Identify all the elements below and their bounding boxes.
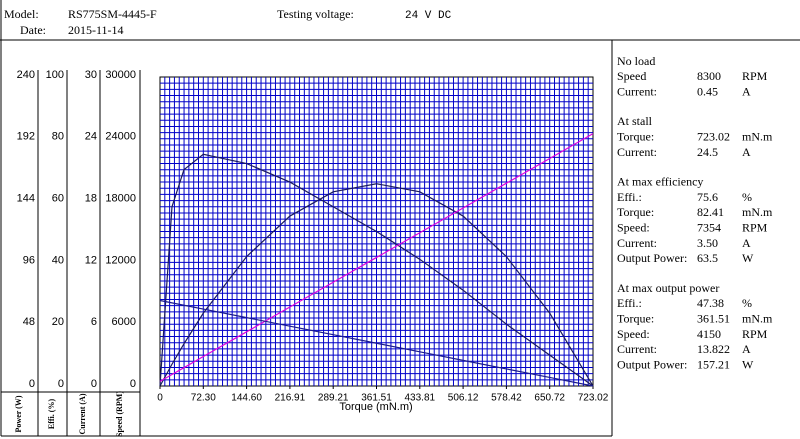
- x-tick-label: 433.81: [405, 393, 436, 404]
- y-tick-label: 30000: [105, 69, 136, 81]
- curve: [159, 183, 594, 387]
- x-tick-label: 72.30: [191, 393, 216, 404]
- spec-label: Speed:: [617, 327, 650, 341]
- spec-label: Current:: [617, 84, 657, 98]
- spec-label: Output Power:: [617, 251, 687, 265]
- spec-value: 157.21: [697, 357, 730, 371]
- y-axis-label: Speed (RPM): [115, 391, 124, 437]
- spec-label: Current:: [617, 342, 657, 356]
- date: 2015-11-14: [68, 23, 124, 37]
- spec-label: Effi.:: [617, 190, 642, 204]
- spec-label: Torque:: [617, 129, 654, 143]
- y-tick-label: 0: [29, 378, 35, 390]
- model: RS775SM-4445-F: [68, 7, 157, 21]
- curve: [159, 133, 594, 382]
- spec-unit: RPM: [742, 220, 768, 234]
- x-tick-label: 578.42: [491, 393, 522, 404]
- model-label: Model:: [4, 7, 39, 21]
- spec-unit: mN.m: [742, 311, 773, 325]
- spec-unit: W: [742, 251, 754, 265]
- x-tick-label: 0: [157, 393, 163, 404]
- x-tick-label: 144.60: [231, 393, 262, 404]
- y-tick-label: 24000: [105, 131, 136, 143]
- spec-value: 82.41: [697, 205, 724, 219]
- spec-unit: %: [742, 190, 752, 204]
- y-tick-label: 48: [23, 316, 35, 328]
- spec-value: 63.5: [697, 251, 718, 265]
- x-tick-label: 289.21: [318, 393, 349, 404]
- spec-label: Current:: [617, 236, 657, 250]
- y-tick-label: 30: [85, 69, 97, 81]
- y-tick-label: 0: [58, 378, 64, 390]
- spec-label: Speed: [617, 69, 646, 83]
- spec-value: 7354: [697, 220, 721, 234]
- x-tick-label: 650.72: [534, 393, 565, 404]
- voltage-label: Testing voltage:: [277, 7, 354, 21]
- y-tick-label: 40: [52, 254, 64, 266]
- x-tick-label: 361.51: [361, 393, 392, 404]
- y-tick-label: 12: [85, 254, 97, 266]
- date-label: Date:: [20, 23, 46, 37]
- spec-label: Torque:: [617, 311, 654, 325]
- x-tick-label: 723.02: [578, 393, 609, 404]
- curve: [159, 153, 594, 387]
- y-tick-label: 240: [17, 69, 35, 81]
- y-tick-label: 192: [17, 131, 35, 143]
- y-tick-label: 60: [52, 193, 64, 205]
- spec-value: 75.6: [697, 190, 718, 204]
- spec-unit: W: [742, 357, 754, 371]
- spec-value: 361.51: [697, 311, 730, 325]
- spec-label: Torque:: [617, 205, 654, 219]
- spec-label: Output Power:: [617, 357, 687, 371]
- spec-label: Current:: [617, 145, 657, 159]
- spec-unit: RPM: [742, 69, 768, 83]
- y-tick-label: 0: [130, 378, 136, 390]
- spec-title: At stall: [617, 114, 653, 128]
- spec-value: 8300: [697, 69, 721, 83]
- x-tick-label: 506.12: [448, 393, 479, 404]
- y-axis-label: Current (A): [78, 393, 87, 434]
- y-tick-label: 80: [52, 131, 64, 143]
- spec-value: 723.02: [697, 129, 730, 143]
- y-tick-label: 6000: [112, 316, 136, 328]
- y-tick-label: 144: [17, 193, 35, 205]
- spec-title: No load: [617, 54, 655, 68]
- voltage: 24 V DC: [405, 10, 452, 22]
- x-tick-label: 216.91: [275, 393, 306, 404]
- y-tick-label: 96: [23, 254, 35, 266]
- y-tick-label: 6: [91, 316, 97, 328]
- spec-label: Effi.:: [617, 296, 642, 310]
- y-tick-label: 18: [85, 193, 97, 205]
- spec-title: At max output power: [617, 281, 719, 295]
- spec-label: Speed:: [617, 220, 650, 234]
- spec-unit: A: [742, 236, 751, 250]
- spec-value: 3.50: [697, 236, 718, 250]
- spec-unit: RPM: [742, 327, 768, 341]
- spec-value: 13.822: [697, 342, 730, 356]
- spec-unit: %: [742, 296, 752, 310]
- spec-value: 24.5: [697, 145, 718, 159]
- y-tick-label: 12000: [105, 254, 136, 266]
- y-tick-label: 100: [46, 69, 64, 81]
- x-axis-label: Torque (mN.m): [339, 401, 412, 413]
- spec-value: 4150: [697, 327, 721, 341]
- spec-title: At max efficiency: [617, 175, 703, 189]
- spec-unit: mN.m: [742, 205, 773, 219]
- y-tick-label: 20: [52, 316, 64, 328]
- y-tick-label: 24: [85, 131, 97, 143]
- y-axis-label: Power (W): [14, 395, 23, 432]
- spec-value: 0.45: [697, 84, 718, 98]
- y-axis-label: Effi. (%): [47, 399, 56, 430]
- spec-unit: mN.m: [742, 129, 773, 143]
- curve: [159, 299, 594, 387]
- spec-unit: A: [742, 342, 751, 356]
- spec-unit: A: [742, 84, 751, 98]
- spec-unit: A: [742, 145, 751, 159]
- y-tick-label: 0: [91, 378, 97, 390]
- spec-value: 47.38: [697, 296, 724, 310]
- y-tick-label: 18000: [105, 193, 136, 205]
